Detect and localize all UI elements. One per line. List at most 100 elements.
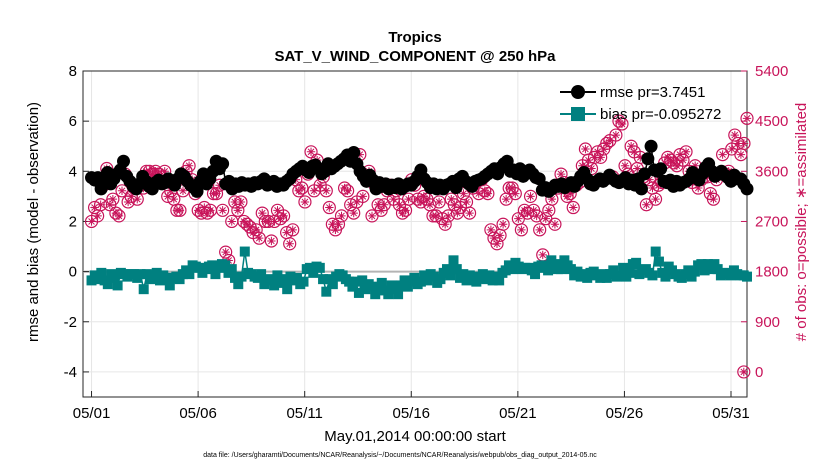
legend-rmse-label: rmse pr=3.7451 [600, 84, 705, 101]
bias-point [419, 270, 430, 281]
x-tick-label: 05/31 [712, 405, 750, 422]
obs-assimilated-star [306, 147, 316, 157]
obs-count-point [462, 206, 477, 220]
bias-point [624, 267, 635, 278]
obs-count-point [347, 206, 361, 220]
obs-count-point [648, 192, 663, 206]
bias-point [396, 280, 407, 291]
obs-assimilated-star [346, 200, 355, 209]
x-tick-label: 05/01 [73, 405, 111, 422]
obs-count-point [365, 209, 379, 223]
obs-assimilated-star [270, 217, 279, 226]
obs-count-point [459, 195, 474, 209]
bias-point [256, 269, 267, 280]
bias-point [399, 275, 410, 286]
bias-point [344, 276, 355, 287]
bias-point [210, 269, 221, 280]
y-axis-left: -4 -2 0 2 4 6 8 [64, 63, 89, 381]
obs-assimilated-star [672, 161, 682, 170]
obs-assimilated-star [352, 197, 361, 207]
bias-point [702, 259, 713, 270]
bias-point [614, 270, 625, 281]
bias-point [415, 276, 426, 287]
obs-assimilated-star [739, 367, 749, 377]
obs-assimilated-star [258, 208, 267, 218]
obs-assimilated-star [233, 206, 243, 215]
bias-point [278, 277, 289, 288]
rmse-series [85, 139, 754, 198]
obs-possible-circle [182, 159, 196, 173]
obs-assimilated-star [434, 197, 444, 207]
obs-assimilated-star [633, 164, 642, 173]
obs-assimilated-star [736, 150, 746, 159]
bias-point [458, 269, 469, 280]
y-tick-label: -2 [64, 314, 77, 331]
rmse-point [740, 182, 754, 196]
bias-point [608, 265, 619, 276]
obs-assimilated-star [569, 203, 578, 212]
obs-assimilated-star [681, 147, 691, 157]
bias-point [308, 267, 319, 278]
bias-point [357, 275, 368, 286]
obs-assimilated-star [544, 206, 554, 215]
chart-title: Tropics [388, 29, 441, 46]
obs-possible-circle [462, 206, 477, 220]
bias-point [226, 264, 237, 275]
obs-assimilated-star [587, 164, 596, 173]
obs-possible-circle [737, 136, 751, 151]
obs-count-point [594, 150, 608, 164]
bias-point [530, 269, 541, 280]
bias-point [477, 269, 488, 280]
x-axis-label: May.01,2014 00:00:00 start [324, 428, 506, 445]
obs-count-point [566, 200, 580, 215]
bias-point [207, 260, 218, 271]
obs-possible-circle [264, 234, 279, 248]
bias-point [451, 264, 462, 275]
obs-possible-circle [496, 217, 510, 231]
obs-assimilated-star [581, 144, 590, 154]
obs-count-point [706, 192, 721, 206]
obs-assimilated-star [538, 250, 547, 260]
obs-assimilated-star [526, 192, 535, 201]
bias-point [435, 274, 446, 285]
obs-count-point [481, 186, 495, 201]
obs-assimilated-star [645, 175, 654, 184]
obs-assimilated-star [532, 211, 541, 221]
obs-count-point [331, 217, 346, 231]
bias-point [298, 276, 309, 287]
bias-point [468, 271, 479, 282]
bias-point [559, 255, 570, 266]
obs-assimilated-star [495, 231, 505, 240]
bias-point [484, 270, 495, 281]
obs-assimilated-star [282, 228, 291, 237]
bias-point [161, 272, 172, 283]
y-tick-label: 0 [69, 264, 77, 281]
obs-assimilated-star [343, 186, 352, 196]
obs-count-point [295, 181, 309, 195]
obs-assimilated-star [620, 161, 630, 170]
obs-count-point [182, 159, 196, 173]
y-tick-label: 4 [69, 163, 77, 180]
obs-assimilated-star [401, 206, 410, 215]
y2-tick-label: 900 [755, 314, 780, 331]
obs-count-point [283, 237, 297, 251]
obs-assimilated-star [474, 189, 483, 198]
obs-count-point [322, 200, 336, 215]
obs-assimilated-star [349, 208, 358, 218]
chart-subtitle: SAT_V_WIND_COMPONENT @ 250 hPa [274, 48, 556, 65]
rmse-point [190, 184, 204, 198]
bias-point [683, 265, 694, 276]
bias-point [725, 270, 736, 281]
obs-assimilated-star [267, 236, 276, 246]
bias-point [96, 267, 107, 278]
obs-possible-circle [737, 365, 751, 379]
obs-assimilated-star [523, 208, 532, 218]
bias-point [314, 262, 325, 273]
bias-point [653, 256, 664, 267]
obs-count-point [276, 209, 291, 223]
obs-count-point [264, 234, 279, 248]
obs-assimilated-star [212, 189, 221, 198]
obs-possible-circle [216, 203, 230, 217]
obs-assimilated-star [322, 186, 331, 196]
obs-assimilated-star [114, 211, 124, 221]
